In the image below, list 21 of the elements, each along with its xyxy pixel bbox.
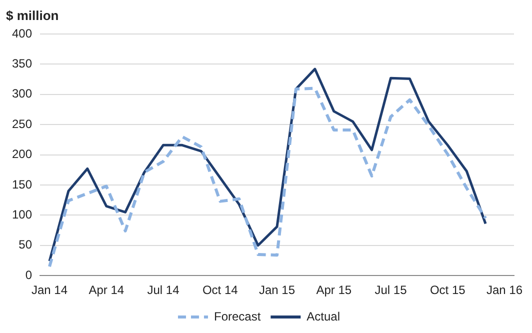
x-tick-label: Apr 14 (88, 283, 124, 298)
y-tick-label: 350 (12, 56, 32, 71)
y-tick-label: 0 (25, 268, 32, 282)
x-tick-label: Apr 15 (316, 283, 352, 298)
x-tick-label: Jul 15 (374, 283, 408, 298)
legend-label: Actual (306, 309, 340, 324)
y-tick-label: 400 (12, 26, 32, 40)
x-tick-label: Oct 14 (202, 283, 238, 298)
x-tick-label: Jan 15 (258, 283, 296, 298)
x-tick-label: Jul 14 (147, 283, 180, 298)
y-tick-label: 200 (12, 147, 32, 162)
y-tick-label: 150 (12, 177, 32, 192)
y-axis-title: $ million (6, 8, 59, 23)
y-tick-label: 300 (12, 86, 32, 101)
legend-label: Forecast (214, 309, 262, 324)
x-tick-label: Oct 15 (430, 283, 466, 298)
y-tick-label: 50 (18, 238, 32, 252)
x-tick-label: Jan 14 (31, 283, 68, 298)
y-tick-label: 100 (12, 208, 32, 222)
y-tick-label: 250 (12, 116, 32, 131)
x-tick-label: Jan 16 (486, 283, 523, 298)
